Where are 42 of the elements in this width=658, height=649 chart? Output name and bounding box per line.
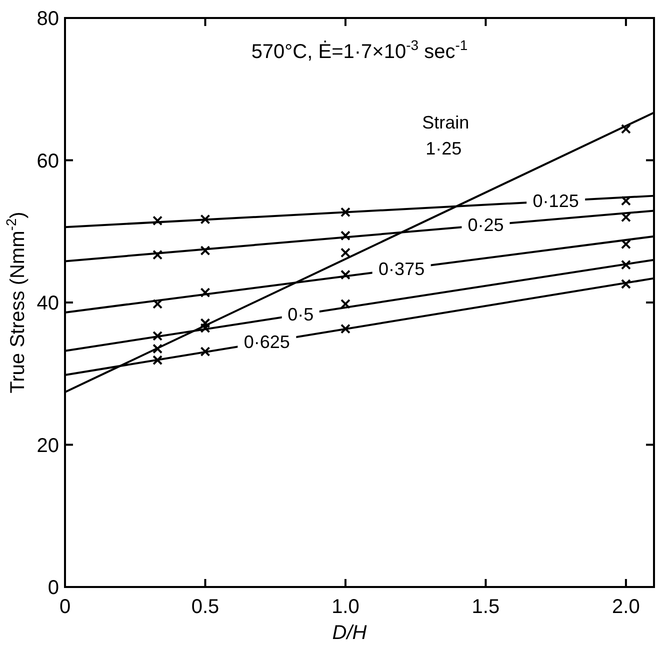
text: 1·25 — [426, 138, 462, 158]
point — [620, 239, 631, 250]
x-tick-label: 1.0 — [332, 596, 360, 618]
point — [152, 250, 163, 260]
x-tick-label: 2.0 — [612, 596, 640, 618]
point — [152, 355, 163, 366]
point — [200, 246, 210, 256]
x-tick-label: 1.5 — [472, 596, 500, 618]
series-label: 0·625 — [244, 332, 290, 352]
x-tick-label: 0.5 — [191, 596, 220, 618]
point — [200, 346, 210, 357]
point — [200, 288, 210, 298]
point — [200, 323, 210, 334]
series-label: 0·125 — [532, 191, 579, 212]
y-tick-label: 20 — [36, 434, 59, 457]
point — [340, 248, 350, 258]
annotation: Strain — [422, 112, 470, 132]
point — [620, 196, 631, 206]
series-label: 0·5 — [288, 304, 314, 324]
y-tick-label: 40 — [36, 292, 59, 314]
y-tick-label: 60 — [36, 150, 59, 172]
series-label: 0·25 — [468, 215, 504, 236]
point — [340, 207, 350, 218]
point — [620, 279, 631, 290]
point — [620, 260, 631, 270]
point — [620, 212, 631, 222]
point — [152, 344, 163, 354]
point — [340, 324, 350, 334]
point — [340, 270, 350, 280]
text: 570°C, Ė=1·7×10$^{-3}$ sec$^{-1}$ — [251, 37, 468, 63]
y-tick-label: 80 — [36, 8, 59, 30]
point — [200, 214, 210, 224]
y-tick-label: 0 — [48, 577, 59, 599]
point — [340, 298, 350, 309]
point — [200, 318, 210, 328]
series-label: 0·375 — [378, 258, 425, 279]
point — [152, 216, 163, 226]
point — [340, 230, 350, 241]
point — [152, 330, 163, 341]
point — [620, 124, 631, 134]
x-axis-title: D/H — [332, 622, 368, 644]
point — [152, 298, 163, 309]
